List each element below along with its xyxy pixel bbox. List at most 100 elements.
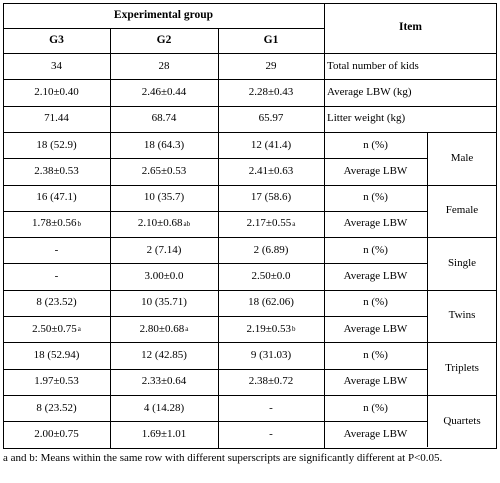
rule-top — [3, 3, 497, 4]
group-label-single-text: Single — [447, 256, 477, 269]
cell-g1: 2.19±0.53 b — [246, 322, 296, 335]
cell-g1: 2.17±0.55 a — [246, 217, 296, 230]
group-label-triplets-text: Triplets — [445, 362, 479, 375]
cell-item: Average LBW (kg) — [324, 79, 497, 105]
cell-g3-text: 1.78±0.56 — [31, 217, 77, 230]
cell-item-text: n (%) — [363, 138, 388, 151]
cell-g3: 1.97±0.53 — [3, 369, 110, 395]
cell-item-text: n (%) — [363, 348, 388, 361]
cell-g1-text: 2.38±0.72 — [248, 375, 294, 388]
cell-g3: - — [3, 263, 110, 289]
footnote: a and b: Means within the same row with … — [3, 452, 443, 464]
cell-g2-text: 2.46±0.44 — [141, 85, 187, 98]
cell-g3-text: - — [54, 243, 59, 256]
cell-g3-text: 18 (52.94) — [33, 348, 80, 361]
cell-g1-text: 2.17±0.55 — [246, 217, 292, 230]
cell-g2-text: 18 (64.3) — [143, 138, 185, 151]
cell-item-text: Average LBW — [343, 375, 408, 388]
cell-g1: - — [218, 395, 324, 421]
cell-g1: 29 — [218, 53, 324, 79]
group-label-single: Single — [427, 237, 497, 290]
cell-g1-text: 17 (58.6) — [250, 191, 292, 204]
rule-col-g1 — [218, 28, 219, 448]
cell-g2: 18 (64.3) — [110, 132, 218, 158]
group-label-female-text: Female — [445, 204, 479, 217]
cell-g2-text: 2.10±0.68 — [137, 217, 183, 230]
cell-g3-text: 1.97±0.53 — [34, 375, 79, 388]
header-g1: G1 — [218, 28, 324, 53]
cell-g3: 16 (47.1) — [3, 185, 110, 211]
cell-g3-text: - — [54, 270, 59, 283]
rule-col-item — [324, 3, 325, 448]
header-g2: G2 — [110, 28, 218, 53]
rule-right — [496, 3, 497, 449]
header-item: Item — [324, 3, 497, 53]
row-rule — [3, 368, 427, 370]
cell-g3: 2.50±0.75 a — [32, 322, 81, 335]
header-item-text: Item — [399, 21, 422, 34]
header-experimental-group-text: Experimental group — [113, 8, 214, 21]
cell-g3: 18 (52.94) — [3, 342, 110, 368]
row-rule — [3, 447, 497, 449]
cell-g2-text: 2 (7.14) — [146, 243, 182, 256]
cell-g2: 3.00±0.0 — [110, 263, 218, 289]
cell-g3-text: 8 (23.52) — [36, 296, 77, 309]
cell-g3-text: 16 (47.1) — [36, 191, 77, 204]
group-label-male: Male — [427, 132, 497, 185]
header-experimental-group: Experimental group — [3, 3, 324, 28]
cell-g3: 34 — [3, 53, 110, 79]
cell-g2-text: 3.00±0.0 — [144, 270, 184, 283]
header-g3: G3 — [3, 28, 110, 53]
row-rule — [3, 421, 427, 423]
group-label-triplets: Triplets — [427, 342, 497, 395]
cell-g3-text: 8 (23.52) — [36, 401, 77, 414]
cell-item: Average LBW — [324, 369, 427, 395]
rule-col-group — [427, 131, 428, 448]
cell-g2: 28 — [110, 53, 218, 79]
cell-g1: 9 (31.03) — [218, 342, 324, 368]
cell-g1-text: - — [269, 401, 273, 414]
row-rule — [3, 289, 497, 291]
cell-item-text: n (%) — [363, 296, 388, 309]
cell-item: Average LBW — [324, 263, 427, 289]
cell-g3: 2.38±0.53 — [3, 158, 110, 184]
cell-g3: 1.78±0.56 b — [31, 217, 82, 230]
cell-g2: 12 (42.85) — [110, 342, 218, 368]
cell-item: Total number of kids — [324, 53, 497, 79]
cell-g3-text: 2.50±0.75 — [32, 322, 77, 335]
row-rule — [3, 316, 427, 317]
cell-g2: 10 (35.7) — [110, 185, 218, 211]
cell-item: Average LBW — [324, 158, 427, 184]
cell-item-text: Average LBW — [343, 164, 408, 177]
row-rule — [3, 158, 427, 160]
cell-item: n (%) — [324, 290, 427, 316]
cell-g1-text: 18 (62.06) — [248, 296, 294, 309]
cell-g1: 65.97 — [218, 106, 324, 132]
cell-item: n (%) — [324, 237, 427, 263]
cell-g2: 2.33±0.64 — [110, 369, 218, 395]
row-rule — [3, 79, 497, 81]
group-label-twins-text: Twins — [448, 309, 476, 322]
cell-g1-text: 2.28±0.43 — [248, 85, 294, 98]
cell-item-text: Average LBW — [343, 270, 408, 283]
row-rule — [3, 105, 497, 107]
cell-g2-text: 2.65±0.53 — [141, 164, 187, 177]
results-table: Experimental group Item G3 G2 G1 34 28 29 Total … — [3, 3, 497, 449]
row-rule — [3, 263, 427, 265]
cell-g2: 2.65±0.53 — [110, 158, 218, 184]
cell-g1-text: 2.41±0.63 — [248, 164, 294, 177]
cell-g2: 2 (7.14) — [110, 237, 218, 263]
cell-g2: 4 (14.28) — [110, 395, 218, 421]
cell-g3: 2.10±0.40 — [3, 79, 110, 105]
cell-g2-text: 2.33±0.64 — [141, 375, 187, 388]
group-label-twins: Twins — [427, 290, 497, 343]
row-rule — [3, 237, 497, 239]
row-rule — [3, 394, 497, 396]
cell-g2-text: 68.74 — [151, 112, 177, 125]
cell-item-text: Average LBW (kg) — [327, 85, 412, 98]
cell-g1-text: 12 (41.4) — [250, 138, 292, 151]
row-rule — [3, 184, 497, 186]
cell-g3: 18 (52.9) — [3, 132, 110, 158]
cell-g2-text: 10 (35.7) — [143, 191, 185, 204]
group-label-female: Female — [427, 185, 497, 238]
